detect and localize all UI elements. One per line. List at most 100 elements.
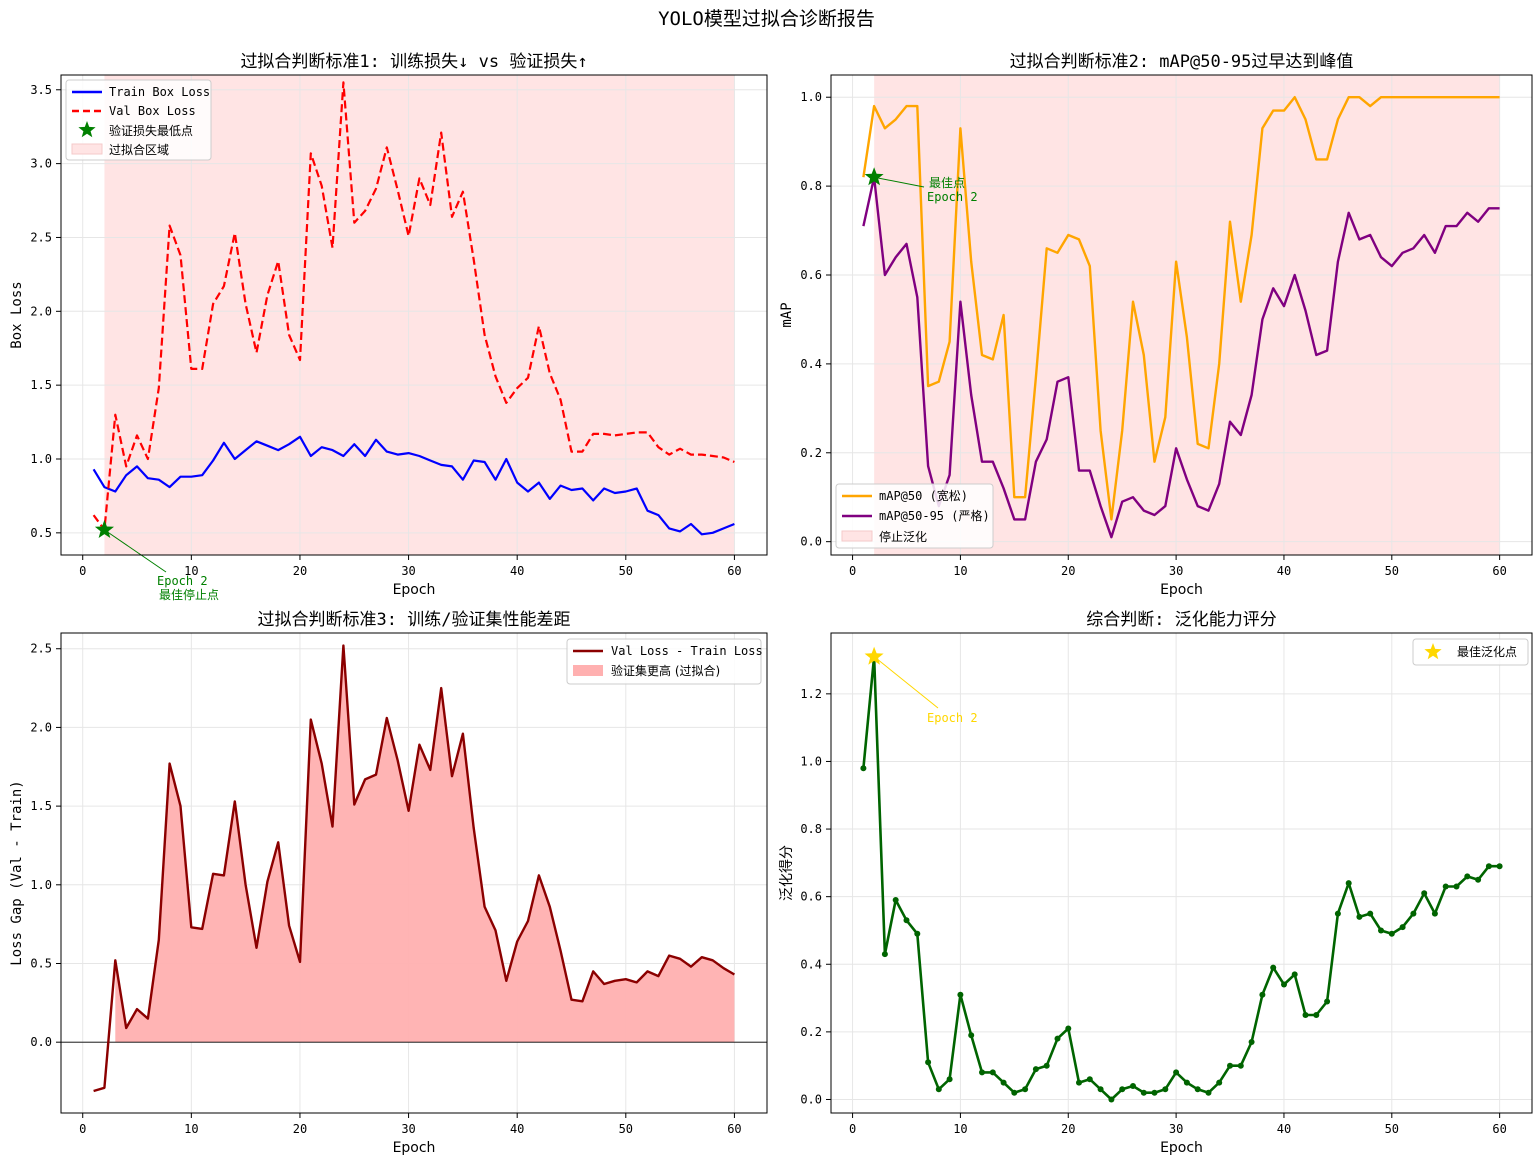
y-tick-label: 0.2 — [800, 1025, 822, 1039]
score-point — [881, 951, 888, 958]
x-tick-label: 0 — [849, 1122, 856, 1136]
score-point — [1421, 890, 1428, 897]
legend-swatch — [573, 665, 603, 676]
annotation-label: Epoch 2 — [927, 190, 978, 204]
annotation-arrow — [104, 529, 167, 573]
legend-label: Val Box Loss — [109, 104, 196, 118]
score-point — [860, 765, 867, 772]
x-tick-label: 20 — [293, 1122, 307, 1136]
x-tick-label: 60 — [1492, 564, 1506, 578]
plot-frame — [60, 632, 768, 1114]
series-line-val-box-loss — [92, 81, 735, 532]
x-tick-label: 0 — [849, 564, 856, 578]
y-axis-label: mAP — [779, 302, 795, 327]
y-tick-label: 0.5 — [30, 526, 52, 540]
y-tick-label: 0.4 — [800, 957, 822, 971]
score-point — [1356, 913, 1363, 920]
score-point — [1345, 880, 1352, 887]
score-point — [1194, 1086, 1201, 1093]
score-point — [1302, 1012, 1309, 1018]
score-point — [1054, 1035, 1061, 1042]
x-tick-label: 10 — [184, 1122, 198, 1136]
y-tick-label: 0.5 — [30, 956, 52, 970]
annotation-label: Epoch 2 — [927, 711, 978, 725]
chart-title: 过拟合判断标准3: 训练/验证集性能差距 — [258, 610, 571, 630]
legend-label: 验证集更高 (过拟合) — [611, 663, 720, 678]
score-point — [1281, 981, 1287, 988]
score-point — [1237, 1062, 1244, 1069]
score-point — [946, 1076, 953, 1083]
series-line-train-box-loss — [92, 435, 735, 536]
y-tick-label: 1.2 — [800, 687, 822, 701]
x-axis-label: Epoch — [393, 582, 436, 598]
score-point — [1065, 1025, 1072, 1032]
score-point — [1496, 863, 1503, 870]
x-tick-label: 30 — [401, 1122, 415, 1136]
score-point — [935, 1086, 942, 1093]
x-tick-label: 0 — [79, 1122, 86, 1136]
y-tick-label: 1.5 — [30, 799, 52, 813]
chart-title: 综合判断: 泛化能力评分 — [1086, 610, 1276, 630]
score-point — [1270, 964, 1277, 971]
legend-label: Val Loss - Train Loss — [611, 644, 763, 658]
score-point — [1086, 1076, 1093, 1083]
legend-swatch — [71, 143, 103, 155]
legend-swatch — [78, 121, 96, 138]
x-tick-label: 20 — [293, 564, 307, 578]
score-point — [957, 991, 964, 998]
score-point — [1453, 883, 1460, 890]
score-point — [1334, 910, 1341, 917]
score-point — [1367, 910, 1374, 917]
y-tick-label: 2.5 — [30, 230, 52, 244]
series-line-loss-gap — [93, 644, 736, 1093]
y-tick-label: 0.4 — [800, 357, 822, 371]
overfit-fill-area — [115, 645, 735, 1043]
x-tick-label: 20 — [1061, 1122, 1075, 1136]
legend-label: 最佳泛化点 — [1457, 645, 1517, 659]
plot-area — [831, 633, 1532, 1113]
annotation-label: Epoch 2 — [157, 574, 208, 588]
y-tick-label: 3.5 — [30, 83, 52, 97]
x-tick-label: 50 — [619, 1122, 633, 1136]
score-point — [1442, 883, 1449, 890]
score-point — [1431, 910, 1438, 917]
score-point — [1119, 1086, 1126, 1093]
legend-label: 过拟合区域 — [109, 142, 169, 157]
score-point — [1140, 1089, 1147, 1096]
y-tick-label: 0.8 — [800, 179, 822, 193]
score-point — [968, 1032, 975, 1039]
y-tick-label: 2.5 — [30, 642, 52, 656]
score-point — [1259, 991, 1266, 998]
score-point — [914, 930, 921, 937]
score-point — [1485, 863, 1492, 870]
score-point — [1227, 1062, 1233, 1069]
score-point — [1043, 1062, 1050, 1069]
best-point-star — [864, 167, 884, 186]
chart-title: 过拟合判断标准2: mAP@50-95过早达到峰值 — [1010, 52, 1354, 72]
score-point — [1130, 1083, 1136, 1089]
legend-box — [65, 79, 212, 161]
x-tick-label: 10 — [953, 564, 967, 578]
x-tick-label: 40 — [510, 564, 524, 578]
annotation-arrow — [874, 176, 925, 188]
score-point — [925, 1059, 932, 1066]
annotation-label: 最佳点 — [929, 176, 965, 190]
x-tick-label: 10 — [953, 1122, 967, 1136]
legend-label: mAP@50 (宽松) — [879, 488, 968, 503]
shaded-region — [874, 75, 1500, 555]
plot-frame — [60, 74, 768, 556]
x-tick-label: 30 — [401, 564, 415, 578]
y-tick-label: 1.5 — [30, 378, 52, 392]
x-tick-label: 50 — [1385, 1122, 1399, 1136]
score-point — [1205, 1089, 1212, 1096]
y-tick-label: 0.0 — [800, 535, 822, 549]
plot-frame — [830, 632, 1533, 1114]
score-point — [989, 1069, 996, 1076]
score-point — [1388, 930, 1395, 937]
x-tick-label: 10 — [184, 564, 198, 578]
x-tick-label: 40 — [1277, 1122, 1291, 1136]
x-tick-label: 60 — [727, 1122, 741, 1136]
legend-box — [835, 483, 994, 549]
score-point — [1399, 924, 1406, 931]
score-point — [1313, 1012, 1320, 1018]
